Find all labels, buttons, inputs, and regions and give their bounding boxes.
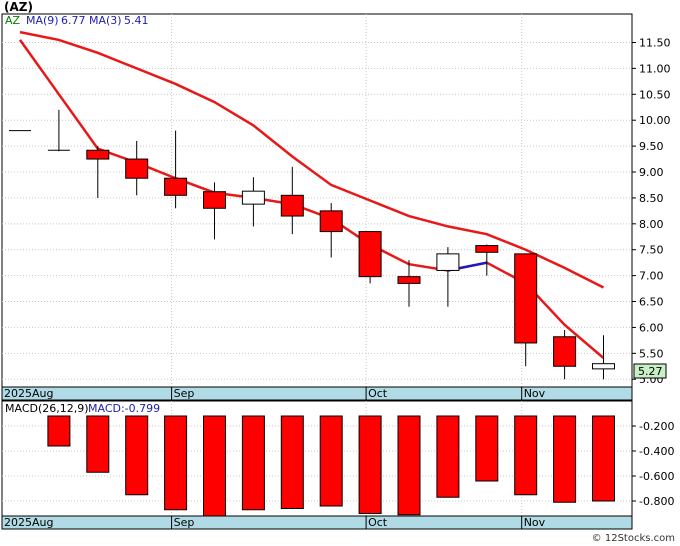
price-y-tick-label: 11.00	[639, 62, 671, 75]
candle	[475, 244, 499, 276]
candle-body	[86, 149, 110, 160]
macd-legend: MACD(26,12,9) MACD:-0.799	[5, 402, 160, 415]
legend-ma3-label: MA(3)	[89, 14, 122, 27]
macd-x-tick-label: 2025Aug	[4, 516, 53, 529]
price-x-tick-label: Nov	[524, 387, 546, 400]
price-y-tick-label: 7.00	[639, 270, 664, 283]
price-y-tick-label: 6.00	[639, 321, 664, 334]
candle-body	[397, 276, 421, 284]
candle	[319, 203, 343, 258]
macd-legend-label: MACD(26,12,9)	[5, 402, 89, 415]
macd-y-tick-label: -0.200	[639, 420, 674, 433]
candle	[47, 109, 70, 152]
candle	[358, 231, 382, 284]
legend-ma9-label: MA(9)	[26, 14, 59, 27]
candle-body	[358, 231, 382, 278]
candle-body	[553, 336, 577, 367]
macd-legend-value: MACD:-0.799	[88, 402, 160, 415]
macd-bar	[86, 415, 110, 473]
candle-body	[514, 253, 538, 344]
price-gridlines	[2, 41, 632, 380]
last-price-marker	[633, 363, 667, 379]
price-y-tick-label: 8.50	[639, 192, 664, 205]
candle	[125, 140, 149, 196]
macd-bar	[592, 415, 615, 502]
legend-ma9-value: 6.77	[61, 14, 86, 27]
macd-bars	[47, 415, 615, 517]
candle-body	[436, 253, 460, 271]
price-y-tick-label: 6.50	[639, 296, 664, 309]
macd-x-tick-label: Nov	[524, 516, 546, 529]
candle	[280, 166, 304, 235]
candle-body	[592, 363, 615, 370]
candle	[553, 330, 577, 380]
price-y-tick-label: 9.00	[639, 166, 664, 179]
candle	[164, 130, 188, 209]
candle-body	[125, 158, 149, 179]
candle-body	[164, 177, 188, 196]
candle	[397, 260, 421, 307]
candle	[86, 146, 110, 198]
watermark: © 12Stocks.com	[592, 533, 675, 544]
price-plot-frame	[1, 13, 633, 401]
macd-bar	[436, 415, 460, 498]
price-x-tick-label: Oct	[368, 387, 388, 400]
price-legend: AZ MA(9) 6.77 MA(3) 5.41	[5, 14, 149, 27]
candle-body	[203, 191, 226, 209]
ma9-polyline	[19, 30, 605, 289]
chart-title: (AZ)	[4, 0, 33, 14]
price-y-tick-label: 5.50	[639, 347, 664, 360]
ma3-polyline	[18, 39, 605, 359]
macd-bar	[280, 415, 304, 509]
price-y-axis: 5.005.506.006.507.007.508.008.509.009.50…	[632, 36, 671, 386]
macd-bar	[319, 415, 343, 507]
macd-bar	[514, 415, 538, 496]
candle	[436, 247, 460, 307]
macd-y-tick-label: -0.800	[639, 495, 674, 508]
price-y-tick-label: 8.00	[639, 218, 664, 231]
macd-x-tick-label: Oct	[368, 516, 388, 529]
macd-bar	[553, 415, 577, 503]
macd-y-tick-label: -0.400	[639, 445, 674, 458]
price-y-tick-label: 9.50	[639, 140, 664, 153]
legend-symbol: AZ	[5, 14, 21, 27]
macd-bar	[47, 415, 71, 447]
ma9-line	[19, 30, 605, 289]
candle	[592, 335, 615, 380]
macd-y-axis: -0.200 -0.400 -0.600 -0.800	[632, 420, 674, 508]
macd-bar	[358, 415, 382, 514]
candle-body	[319, 210, 343, 233]
macd-panel: -0.200 -0.400 -0.600 -0.800 2025Aug Sep Oct No…	[1, 400, 674, 530]
macd-x-tick-label: Sep	[174, 516, 195, 529]
price-x-axis: 2025Aug Sep Oct Nov	[1, 387, 546, 400]
macd-bar	[164, 415, 188, 511]
macd-y-tick-label: -0.600	[639, 470, 674, 483]
candle	[241, 177, 265, 227]
legend-ma3-value: 5.41	[124, 14, 149, 27]
macd-bar	[203, 415, 226, 517]
price-y-tick-label: 10.00	[639, 114, 671, 127]
candle	[203, 182, 226, 240]
price-y-tick-label: 7.50	[639, 244, 664, 257]
candle-body	[280, 194, 304, 217]
price-x-tick-label: 2025Aug	[4, 387, 53, 400]
macd-bar	[125, 415, 149, 496]
candle-body	[241, 190, 265, 205]
macd-bar	[397, 415, 421, 516]
last-price-label: 5.27	[638, 365, 663, 378]
macd-bar	[241, 415, 265, 511]
price-panel: 5.005.506.006.507.007.508.008.509.009.50…	[1, 0, 671, 401]
candles	[9, 109, 615, 380]
price-y-tick-label: 11.50	[639, 36, 671, 49]
macd-x-axis: 2025Aug Sep Oct Nov	[1, 516, 546, 529]
macd-bar	[475, 415, 499, 482]
price-x-tick-label: Sep	[174, 387, 195, 400]
price-y-tick-label: 10.50	[639, 88, 671, 101]
candle-body	[475, 245, 499, 253]
price-x-gridlines	[171, 14, 523, 387]
candle	[514, 253, 538, 367]
